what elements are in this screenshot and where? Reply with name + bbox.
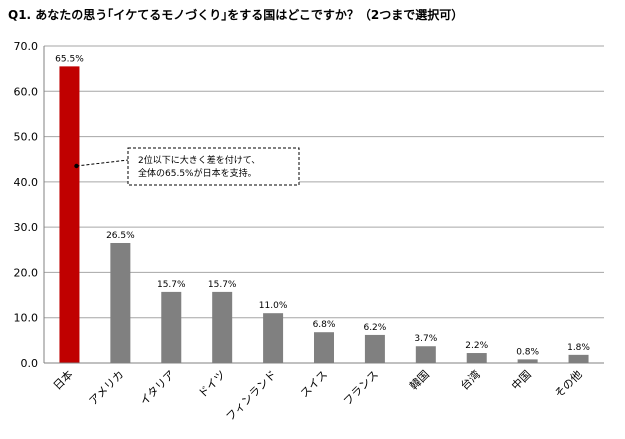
y-axis-ticks: 0.0 10.0 20.0 30.0 40.0 50.0 60.0 70.0 bbox=[14, 40, 39, 370]
data-label: 11.0% bbox=[259, 301, 288, 311]
category-label: アメリカ bbox=[87, 368, 127, 408]
data-label: 65.5% bbox=[55, 54, 84, 64]
category-label: 日本 bbox=[50, 367, 75, 392]
data-label: 6.2% bbox=[363, 323, 386, 333]
bar bbox=[517, 359, 538, 363]
bar bbox=[568, 354, 589, 363]
y-tick-label: 30.0 bbox=[14, 221, 39, 234]
callout-marker bbox=[74, 163, 79, 169]
bar bbox=[161, 291, 182, 363]
data-label: 6.8% bbox=[313, 320, 336, 330]
bar bbox=[415, 346, 436, 363]
callout-box bbox=[127, 147, 300, 186]
bar bbox=[466, 353, 487, 363]
bar bbox=[110, 242, 131, 363]
chart-title: Q1. あなたの思う｢イケてるモノづくり｣をする国はどこですか？（2つまで選択可… bbox=[8, 8, 464, 22]
bar bbox=[364, 334, 385, 363]
data-label: 15.7% bbox=[208, 280, 237, 290]
category-label: フランス bbox=[341, 368, 381, 408]
bar bbox=[263, 313, 284, 363]
callout-text: 2位以下に大きく差を付けて、 bbox=[138, 154, 260, 166]
y-tick-label: 20.0 bbox=[14, 266, 39, 279]
category-label: イタリア bbox=[137, 368, 177, 408]
category-label: フィンランド bbox=[224, 368, 280, 424]
bar bbox=[59, 66, 80, 363]
annotation: 2位以下に大きく差を付けて、全体の65.5%が日本を支持。 bbox=[74, 147, 300, 186]
data-label: 3.7% bbox=[414, 334, 437, 344]
y-tick-label: 40.0 bbox=[14, 176, 39, 189]
category-label: 韓国 bbox=[407, 368, 432, 393]
y-tick-label: 50.0 bbox=[14, 131, 39, 144]
gridlines bbox=[44, 45, 604, 319]
bar bbox=[212, 291, 233, 363]
y-tick-label: 0.0 bbox=[21, 357, 39, 370]
category-label: その他 bbox=[552, 368, 585, 401]
data-label: 15.7% bbox=[157, 280, 186, 290]
y-tick-label: 10.0 bbox=[14, 312, 39, 325]
category-label: ドイツ bbox=[196, 368, 229, 401]
y-tick-label: 70.0 bbox=[14, 40, 39, 53]
callout-leader-line bbox=[76, 159, 129, 167]
data-label: 1.8% bbox=[567, 343, 590, 353]
y-tick-label: 60.0 bbox=[14, 85, 39, 98]
bar bbox=[314, 332, 334, 363]
bars bbox=[59, 66, 589, 363]
data-label: 2.2% bbox=[465, 341, 488, 351]
data-labels: 65.5% 26.5% 15.7% 15.7% 11.0% 6.8% 6.2% 3.7% 2.2… bbox=[55, 54, 590, 357]
data-label: 0.8% bbox=[516, 347, 539, 357]
data-label: 26.5% bbox=[106, 231, 135, 241]
category-label: 中国 bbox=[509, 368, 534, 393]
category-label: スイス bbox=[298, 368, 330, 400]
callout-text: 全体の65.5%が日本を支持。 bbox=[138, 167, 257, 179]
category-label: 台湾 bbox=[457, 367, 482, 392]
